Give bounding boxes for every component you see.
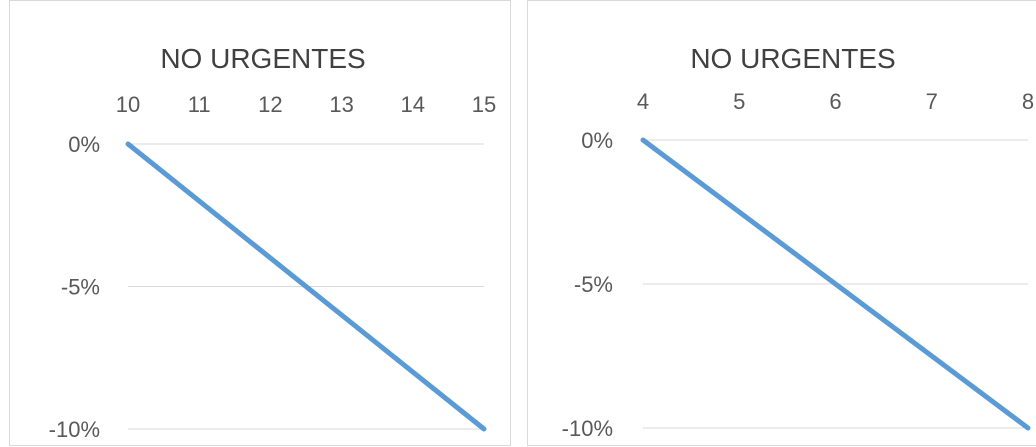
chart-right: NO URGENTES 0% -5% -10% 4 5 6 7 8 [562, 43, 1034, 441]
x-tick-label: 12 [258, 92, 282, 117]
y-tick-label: 0% [68, 132, 100, 157]
y-tick-label: -10% [49, 417, 100, 442]
chart-panel-right: NO URGENTES 0% -5% -10% 4 5 6 7 8 [527, 0, 1036, 446]
x-tick-label: 14 [401, 92, 425, 117]
series-line [125, 141, 487, 432]
y-tick-label: -5% [574, 272, 613, 297]
x-tick-label: 5 [733, 89, 745, 114]
x-tick-label: 11 [188, 92, 211, 117]
x-tick-label: 7 [926, 89, 938, 114]
x-tick-label: 4 [637, 89, 649, 114]
series-line [640, 137, 1031, 431]
x-tick-label: 6 [829, 89, 841, 114]
chart-title: NO URGENTES [690, 43, 895, 74]
y-tick-label: 0% [581, 128, 613, 153]
x-tick-label: 15 [472, 92, 496, 117]
chart-left: NO URGENTES 0% -5% -10% 10 11 12 13 14 15 [49, 43, 497, 442]
y-tick-label: -5% [61, 275, 100, 300]
x-tick-label: 8 [1022, 89, 1034, 114]
x-tick-label: 13 [329, 92, 353, 117]
chart-title: NO URGENTES [160, 43, 365, 74]
chart-panel-left: NO URGENTES 0% -5% -10% 10 11 12 13 14 15 [9, 0, 511, 446]
x-tick-label: 10 [116, 92, 140, 117]
y-tick-label: -10% [562, 416, 613, 441]
